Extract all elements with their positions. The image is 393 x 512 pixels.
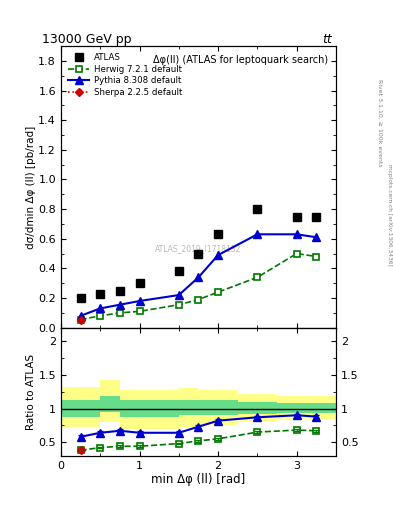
Text: ATLAS_2019_I1718132: ATLAS_2019_I1718132	[155, 244, 242, 253]
Text: 13000 GeV pp: 13000 GeV pp	[42, 33, 131, 46]
Y-axis label: dσ/dmin Δφ (ll) [pb/rad]: dσ/dmin Δφ (ll) [pb/rad]	[26, 125, 35, 248]
Text: Rivet 3.1.10, ≥ 100k events: Rivet 3.1.10, ≥ 100k events	[377, 79, 382, 167]
Text: mcplots.cern.ch [arXiv:1306.3436]: mcplots.cern.ch [arXiv:1306.3436]	[387, 164, 392, 266]
Text: tt: tt	[322, 33, 332, 46]
X-axis label: min Δφ (ll) [rad]: min Δφ (ll) [rad]	[151, 473, 246, 486]
Legend: ATLAS, Herwig 7.2.1 default, Pythia 8.308 default, Sherpa 2.2.5 default: ATLAS, Herwig 7.2.1 default, Pythia 8.30…	[65, 50, 185, 99]
Text: Δφ(ll) (ATLAS for leptoquark search): Δφ(ll) (ATLAS for leptoquark search)	[152, 55, 328, 65]
Y-axis label: Ratio to ATLAS: Ratio to ATLAS	[26, 354, 36, 430]
